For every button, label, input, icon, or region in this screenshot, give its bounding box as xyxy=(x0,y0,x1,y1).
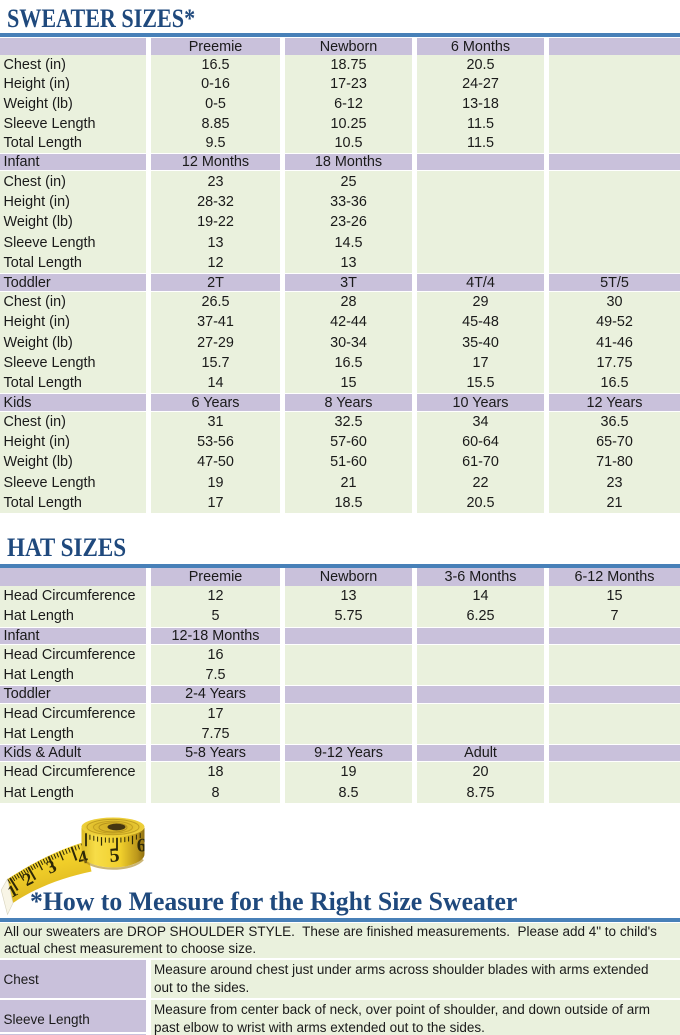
svg-text:6: 6 xyxy=(136,835,146,856)
svg-text:5: 5 xyxy=(109,844,121,867)
